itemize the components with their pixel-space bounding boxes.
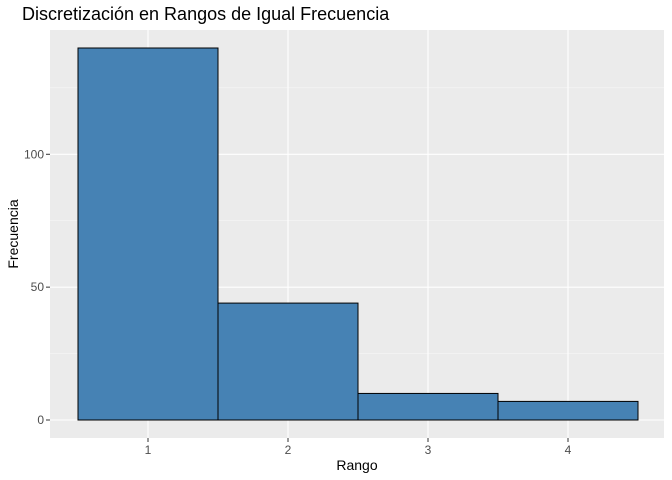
- bar: [357, 392, 499, 421]
- bar: [77, 47, 219, 421]
- chart-title: Discretización en Rangos de Igual Frecue…: [22, 4, 390, 24]
- bar: [497, 400, 639, 421]
- y-tick-label: 100: [24, 147, 44, 161]
- x-tick-label: 2: [285, 443, 292, 457]
- y-tick-label: 50: [31, 280, 45, 294]
- x-tick-label: 1: [145, 443, 152, 457]
- x-axis: 1 2 3 4: [145, 438, 572, 457]
- y-tick-label: 0: [37, 413, 44, 427]
- y-axis-label: Frecuencia: [5, 199, 21, 268]
- x-axis-label: Rango: [336, 457, 377, 473]
- x-tick-label: 4: [565, 443, 572, 457]
- bars: [77, 47, 639, 421]
- bar: [217, 302, 359, 421]
- y-axis: 0 50 100: [24, 147, 50, 427]
- x-tick-label: 3: [425, 443, 432, 457]
